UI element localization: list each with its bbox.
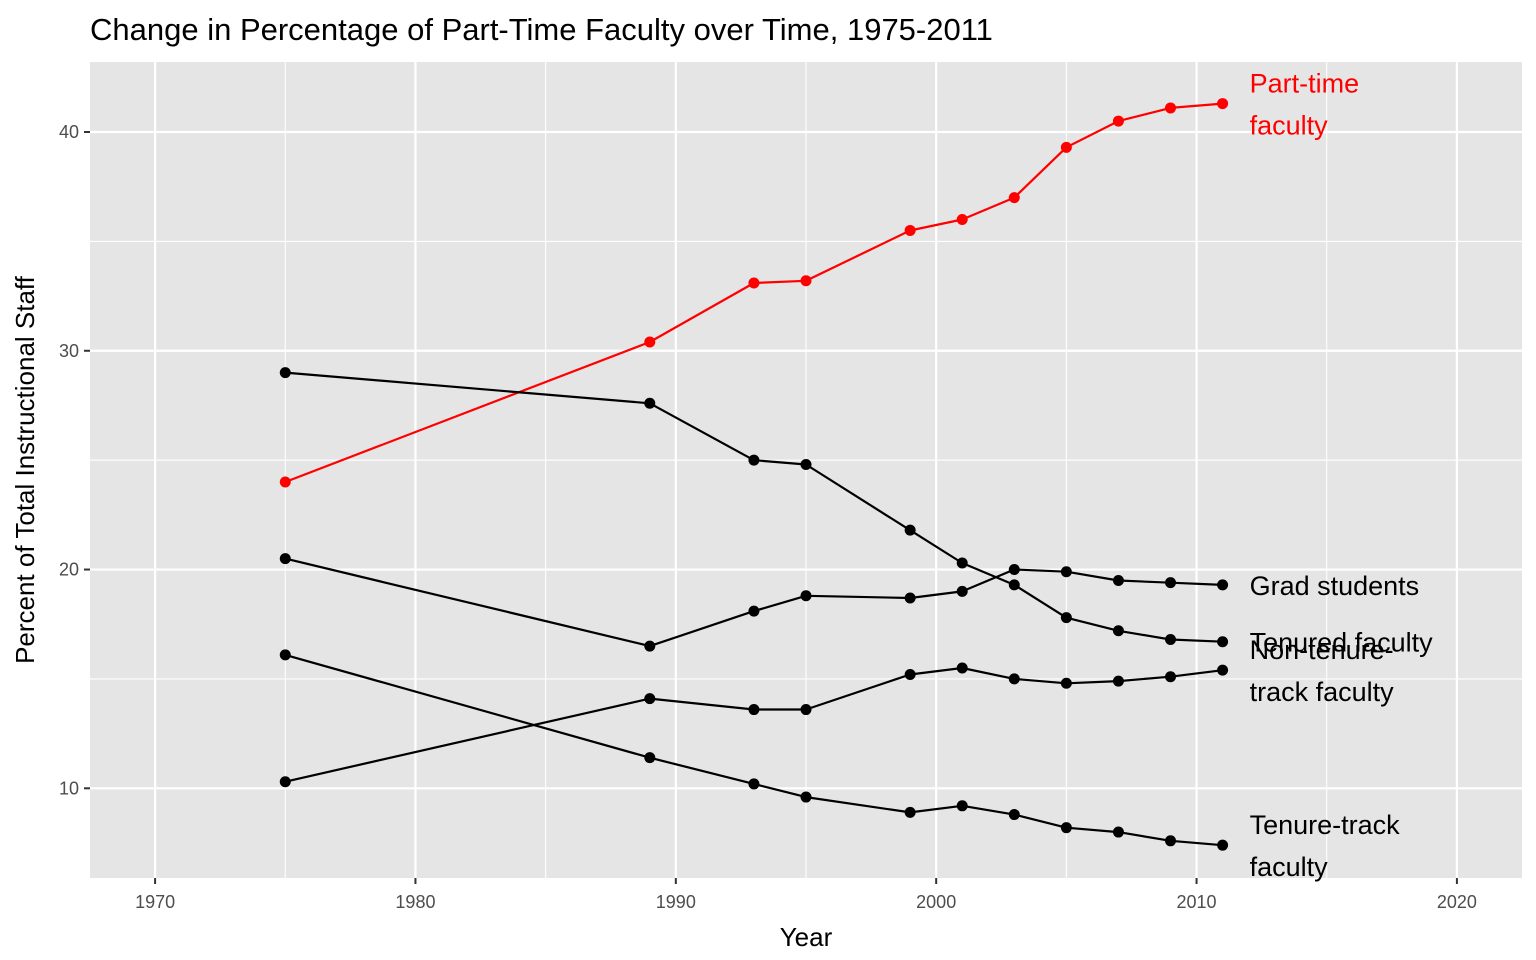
tenured-point (644, 397, 656, 409)
tenured-point (904, 524, 916, 536)
tenured-point (956, 557, 968, 569)
tenured-label: Tenured faculty (1250, 628, 1434, 658)
part-time-point (1165, 102, 1177, 114)
tenure-track-label: Tenure-track (1250, 810, 1401, 840)
part-time-point (748, 277, 760, 289)
grad-students-point (279, 553, 291, 565)
part-time-point (800, 275, 812, 287)
part-time-point (1060, 141, 1072, 153)
series-labels: Part-time faculty Grad students Tenured fac… (1250, 69, 1434, 883)
tenure-track-point (1112, 826, 1124, 838)
tenured-point (1112, 625, 1124, 637)
tenure-track-point (279, 649, 291, 661)
tenure-track-point (748, 778, 760, 790)
non-tenure-track-point (1112, 675, 1124, 687)
x-tick-label: 2010 (1177, 892, 1217, 912)
y-axis-title: Percent of Total Instructional Staff (10, 275, 40, 664)
grad-students-label: Grad students (1250, 571, 1420, 601)
grad-students-point (1112, 574, 1124, 586)
x-tick-label: 2000 (916, 892, 956, 912)
tenure-track-point (800, 791, 812, 803)
tenured-point (748, 454, 760, 466)
grad-students-point (748, 605, 760, 617)
part-time-label: Part-time (1250, 69, 1360, 99)
part-time-label: faculty (1250, 111, 1329, 141)
non-tenure-track-point (1217, 664, 1229, 676)
y-axis: 10 20 30 40 (59, 122, 90, 798)
tenured-point (1165, 634, 1177, 646)
tenure-track-point (1217, 839, 1229, 851)
non-tenure-track-label: Non-tenure- (1250, 635, 1394, 665)
non-tenure-track-point (748, 704, 760, 716)
tenure-track-point (1165, 835, 1177, 847)
part-time-point (1008, 192, 1020, 204)
non-tenure-track-point (644, 693, 656, 705)
grad-students-point (644, 640, 656, 652)
tenure-track-point (1060, 822, 1072, 834)
chart-title: Change in Percentage of Part-Time Facult… (90, 12, 993, 47)
x-tick-label: 1970 (135, 892, 175, 912)
series-layer (279, 98, 1229, 851)
tenure-track-point (1008, 809, 1020, 821)
grad-students-point (1165, 577, 1177, 589)
part-time-point (1217, 98, 1229, 110)
tenured-point (279, 367, 291, 379)
non-tenure-track-point (904, 669, 916, 681)
part-time-point (904, 224, 916, 236)
non-tenure-track-label: track faculty (1250, 677, 1395, 707)
x-tick-label: 2020 (1437, 892, 1477, 912)
tenure-track-label: faculty (1250, 852, 1329, 882)
grad-students-point (1217, 579, 1229, 591)
tenured-point (1217, 636, 1229, 648)
non-tenure-track-point (800, 704, 812, 716)
tenured-point (1008, 579, 1020, 591)
non-tenure-track-point (956, 662, 968, 674)
non-tenure-track-point (279, 776, 291, 788)
grad-students-point (956, 585, 968, 597)
x-tick-label: 1990 (656, 892, 696, 912)
part-time-point (956, 214, 968, 226)
tenure-track-point (644, 752, 656, 764)
y-tick-label: 30 (59, 341, 79, 361)
x-axis-title: Year (780, 922, 833, 952)
x-tick-label: 1980 (395, 892, 435, 912)
tenure-track-point (956, 800, 968, 812)
part-time-point (1112, 115, 1124, 127)
non-tenure-track-point (1165, 671, 1177, 683)
tenured-point (800, 459, 812, 471)
x-axis: 1970 1980 1990 2000 2010 2020 (135, 878, 1477, 912)
grad-students-point (800, 590, 812, 602)
y-tick-label: 10 (59, 778, 79, 798)
non-tenure-track-point (1008, 673, 1020, 685)
part-time-point (644, 336, 656, 348)
y-tick-label: 40 (59, 122, 79, 142)
part-time-point (279, 476, 291, 488)
tenured-point (1060, 612, 1072, 624)
grad-students-point (904, 592, 916, 604)
grad-students-point (1060, 566, 1072, 578)
non-tenure-track-point (1060, 677, 1072, 689)
tenure-track-point (904, 806, 916, 818)
grad-students-point (1008, 564, 1020, 576)
y-tick-label: 20 (59, 560, 79, 580)
